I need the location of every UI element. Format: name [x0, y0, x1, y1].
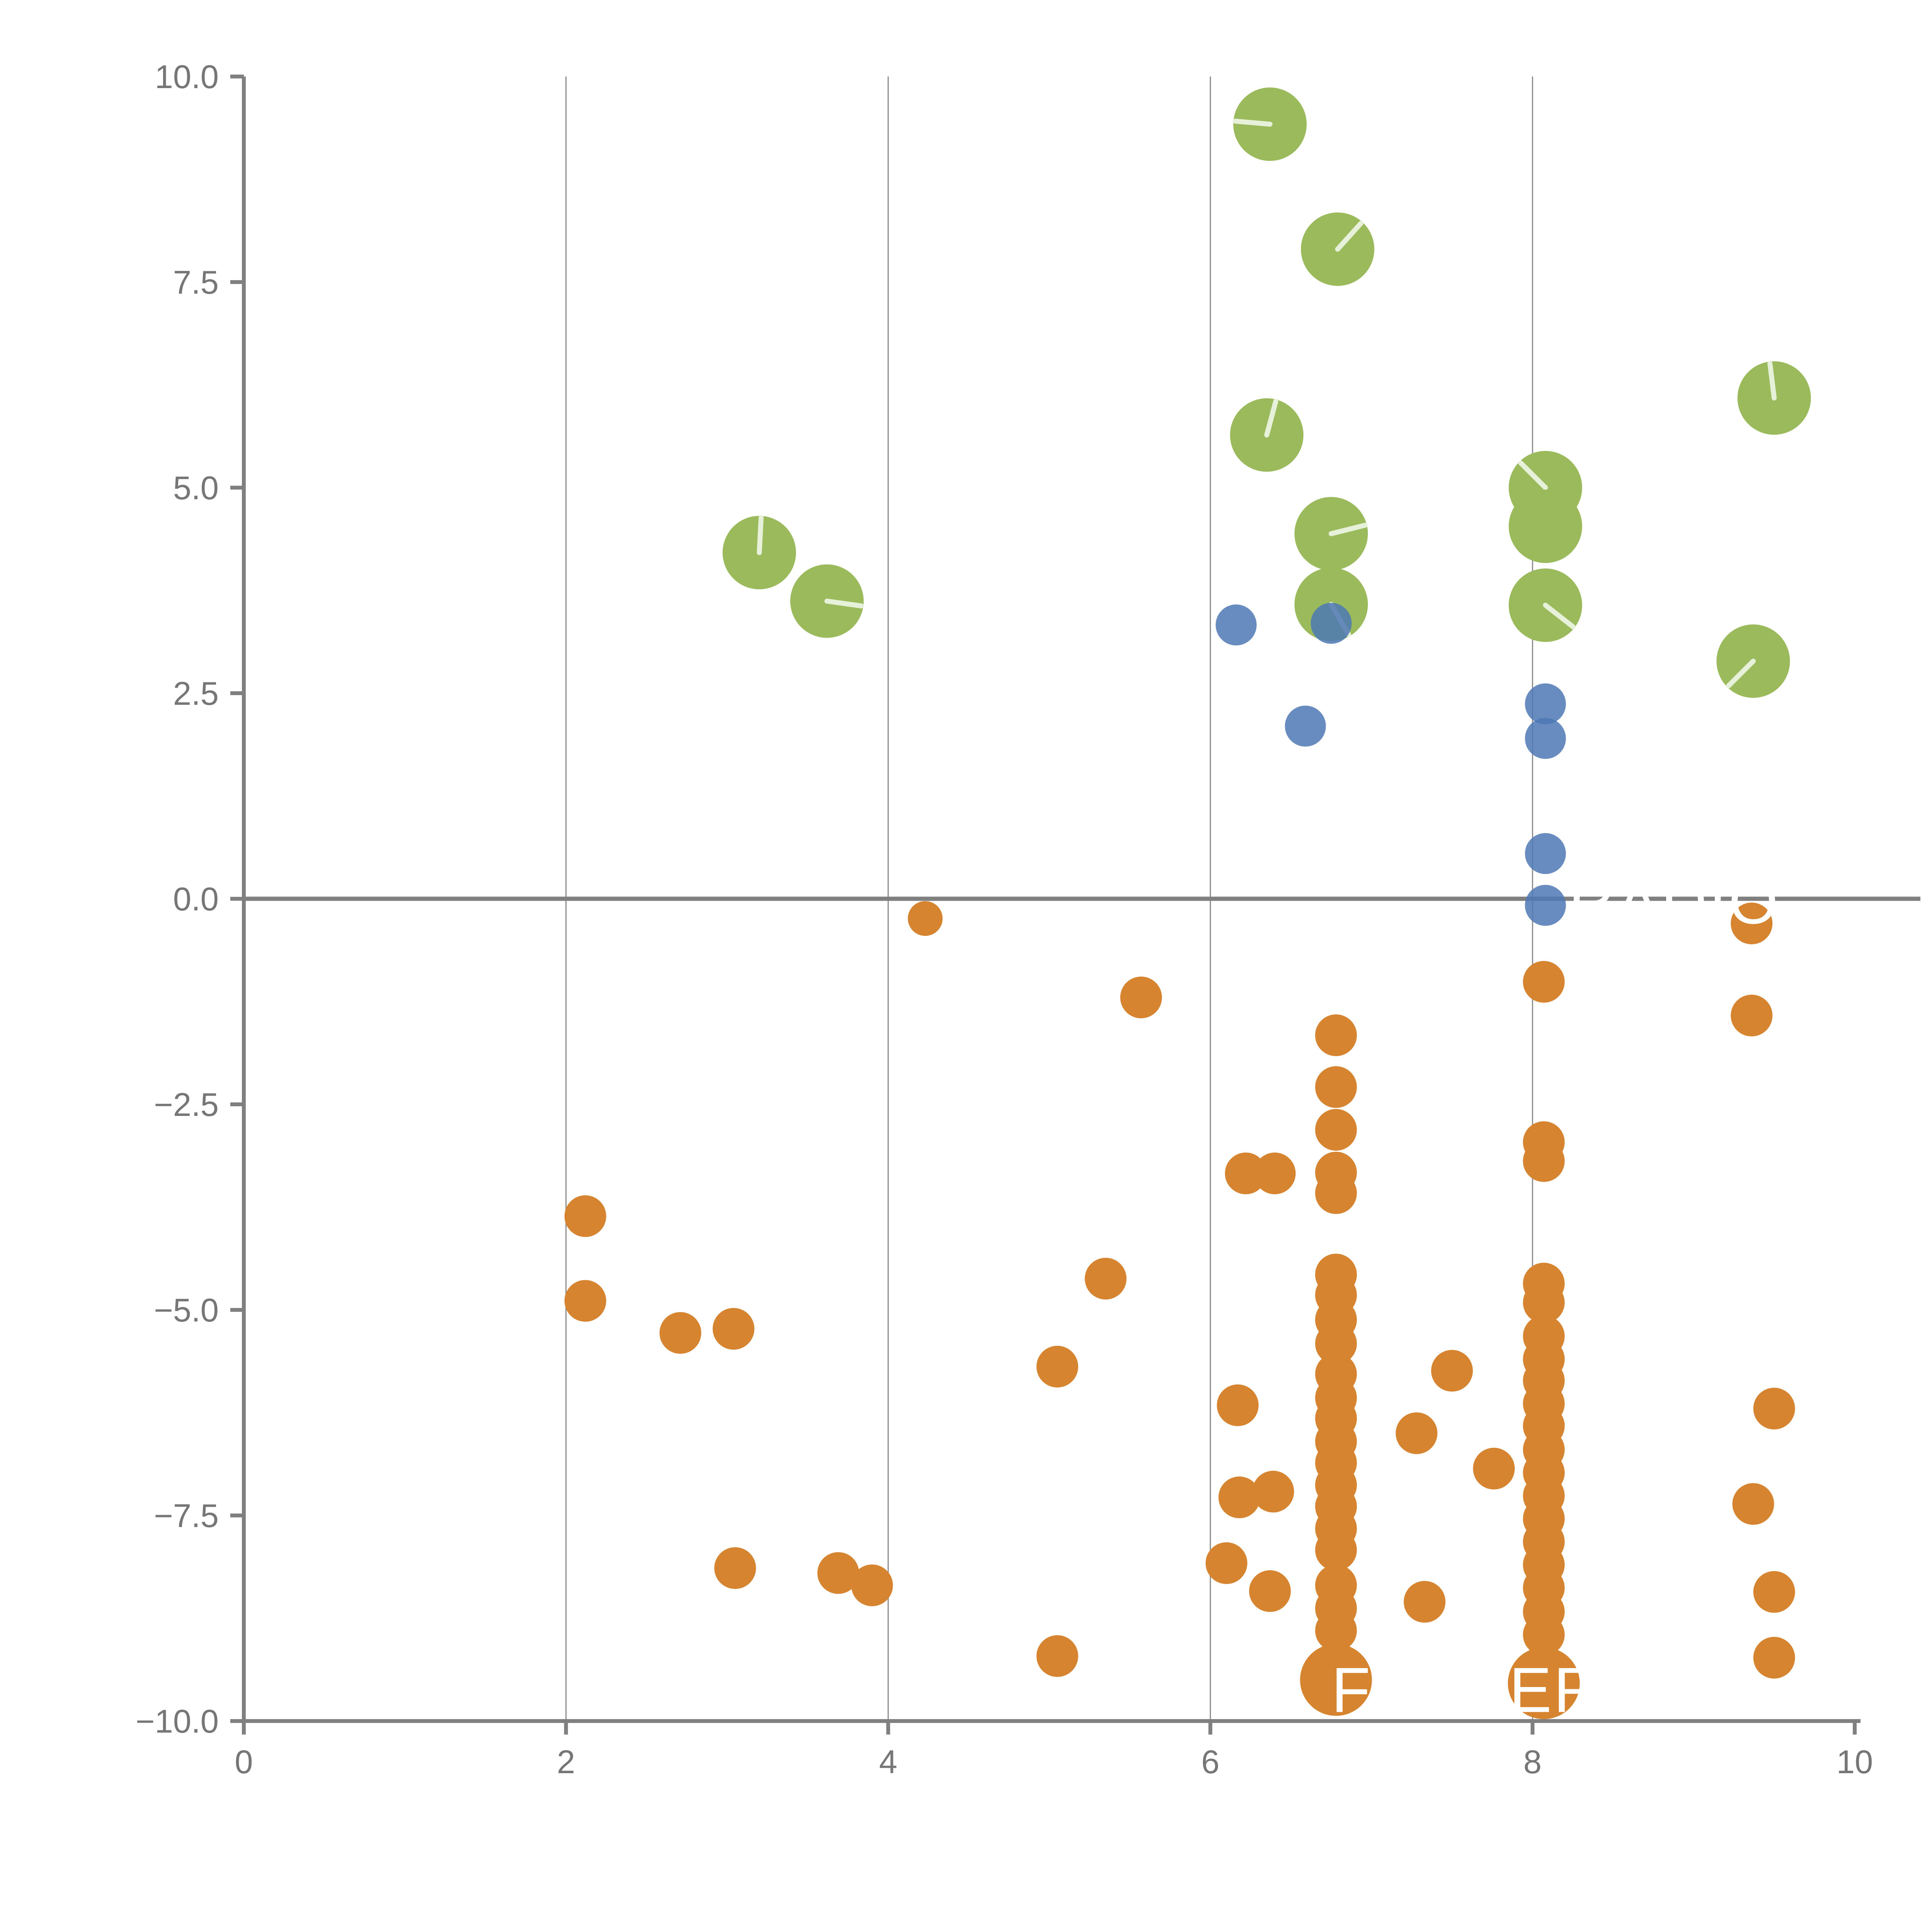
- green-data-point: [1509, 490, 1582, 563]
- orange-data-point: [1753, 1637, 1795, 1679]
- blue-series: [1216, 603, 1566, 926]
- orange-data-point: [1732, 1483, 1774, 1525]
- orange-data-point: [1218, 1476, 1260, 1519]
- orange-series: [564, 901, 1795, 1719]
- orange-data-point: [908, 901, 943, 936]
- green-marker-radius-line: [1726, 658, 1756, 689]
- green-marker-radius-line: [1264, 399, 1279, 438]
- watermark-text: FOLDER: [1332, 1655, 1602, 1726]
- y-tick-label: 0.0: [173, 881, 219, 918]
- orange-data-point: [817, 1552, 859, 1594]
- green-marker-radius-line: [1335, 221, 1364, 252]
- orange-data-point: [1249, 1570, 1291, 1612]
- y-tick-label: 10.0: [155, 59, 219, 95]
- orange-data-point: [714, 1547, 756, 1589]
- orange-data-point: [1206, 1542, 1248, 1584]
- x-tick-label: 6: [1201, 1744, 1219, 1781]
- x-tick-label: 2: [557, 1744, 575, 1781]
- orange-data-point: [1508, 1647, 1580, 1719]
- orange-data-point: [1753, 1571, 1795, 1613]
- blue-data-point: [1525, 718, 1566, 759]
- orange-data-point: [1523, 1140, 1565, 1182]
- y-tick-label: 5.0: [173, 470, 219, 507]
- orange-data-point: [1731, 902, 1773, 944]
- orange-data-point: [1731, 995, 1773, 1037]
- y-tick-label: −5.0: [154, 1292, 219, 1329]
- x-tick-label: 0: [235, 1744, 253, 1781]
- green-series: [723, 87, 1811, 698]
- blue-data-point: [1525, 683, 1566, 724]
- y-tick-label: −10.0: [136, 1703, 219, 1740]
- orange-data-point: [1523, 1281, 1565, 1323]
- x-tick-label: 10: [1837, 1744, 1873, 1781]
- x-tick-label: 4: [879, 1744, 897, 1781]
- axes-layer: [230, 74, 1861, 1735]
- watermark-text: RADIO: [1568, 866, 1780, 937]
- green-marker-radius-line: [757, 515, 764, 555]
- orange-data-point: [1252, 1471, 1294, 1513]
- y-tick-label: 2.5: [173, 675, 219, 712]
- orange-data-point: [1315, 1529, 1357, 1571]
- orange-data-point: [851, 1564, 893, 1606]
- orange-data-point: [1403, 1581, 1446, 1623]
- orange-data-point: [1523, 961, 1565, 1003]
- orange-data-point: [1036, 1345, 1078, 1388]
- orange-data-point: [1523, 1614, 1565, 1656]
- orange-data-point: [564, 1280, 606, 1322]
- y-tick-label: −2.5: [154, 1087, 219, 1123]
- green-marker-radius-line: [1767, 361, 1777, 401]
- orange-data-point: [1217, 1384, 1259, 1426]
- orange-data-point: [1473, 1447, 1515, 1490]
- green-marker-radius-line: [1518, 460, 1548, 490]
- orange-data-point: [1120, 976, 1162, 1019]
- orange-data-point: [1315, 1172, 1357, 1214]
- green-marker-radius-line: [1543, 602, 1576, 629]
- blue-data-point: [1525, 885, 1566, 926]
- orange-data-point: [1254, 1152, 1296, 1194]
- orange-data-point: [1315, 1066, 1357, 1108]
- blue-data-point: [1216, 604, 1257, 646]
- orange-data-point: [564, 1195, 606, 1237]
- orange-data-point: [1315, 1014, 1357, 1056]
- green-marker-radius-line: [824, 599, 864, 609]
- blue-data-point: [1311, 603, 1352, 644]
- orange-data-point: [1753, 1388, 1795, 1430]
- green-marker-radius-line: [1233, 119, 1273, 127]
- orange-data-point: [1315, 1323, 1357, 1365]
- blue-data-point: [1525, 833, 1566, 874]
- orange-data-point: [659, 1312, 701, 1354]
- blue-data-point: [1285, 706, 1326, 747]
- orange-data-point: [1396, 1412, 1438, 1454]
- orange-data-point: [1315, 1109, 1357, 1151]
- y-tick-label: 7.5: [173, 264, 219, 301]
- orange-data-point: [1315, 1609, 1357, 1651]
- orange-data-point: [1085, 1258, 1127, 1300]
- orange-data-point: [1225, 1152, 1267, 1194]
- x-tick-label: 8: [1524, 1744, 1542, 1781]
- orange-data-point: [1036, 1635, 1078, 1677]
- y-tick-label: −7.5: [154, 1498, 219, 1534]
- orange-data-point: [1431, 1350, 1473, 1392]
- green-marker-radius-line: [1328, 522, 1368, 536]
- watermark-layer: RADIO FOLDER: [1332, 866, 1780, 1726]
- orange-data-point: [713, 1308, 755, 1350]
- tick-labels-layer: 10.0 7.5 5.0 2.5 0.0 −2.5 −5.0 −7.5 −10.0 0 2 4 6 8 10: [136, 59, 1873, 1781]
- orange-data-point: [1300, 1644, 1372, 1716]
